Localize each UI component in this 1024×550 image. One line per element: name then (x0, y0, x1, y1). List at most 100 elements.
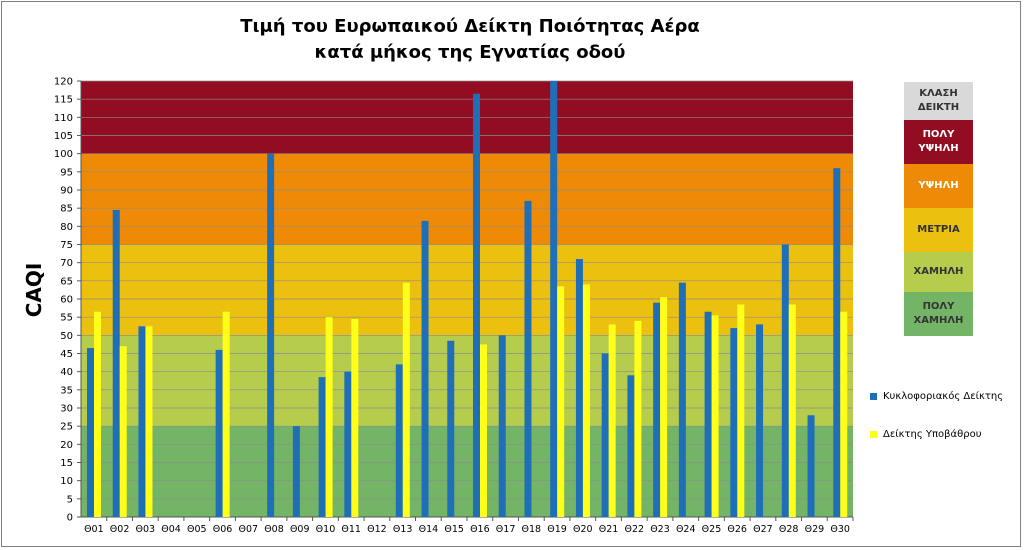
bar-background-Θ10 (325, 317, 333, 517)
x-tick-label: Θ26 (727, 524, 747, 535)
x-tick-label: Θ07 (238, 524, 258, 535)
y-tick-label: 85 (60, 204, 73, 215)
class-legend-item: ΥΨΗΛΗ (904, 164, 973, 208)
bar-background-Θ21 (608, 324, 616, 517)
bar-background-Θ06 (222, 311, 230, 517)
y-tick-label: 0 (67, 513, 73, 524)
x-tick-label: Θ22 (624, 524, 644, 535)
x-tick-label: Θ21 (599, 524, 619, 535)
y-tick-label: 15 (60, 458, 73, 469)
y-tick-label: 50 (60, 331, 73, 342)
x-tick-label: Θ01 (84, 524, 104, 535)
class-legend-line: ΜΕΤΡΙΑ (917, 224, 960, 235)
bar-background-Θ20 (582, 284, 590, 517)
class-legend-item: ΚΛΑΣΗ ΔΕΙΚΤΗ (904, 82, 973, 120)
x-tick-label: Θ25 (702, 524, 722, 535)
y-tick-label: 10 (60, 476, 73, 487)
x-tick-label: Θ27 (753, 524, 773, 535)
chart-title-line-1: Τιμή του Ευρωπαικού Δείκτη Ποιότητας Αέρ… (240, 16, 700, 37)
bar-traffic-Θ22 (627, 375, 635, 517)
bar-background-Θ30 (840, 311, 848, 517)
class-legend-item: ΧΑΜΗΛΗ (904, 252, 973, 292)
bar-traffic-Θ16 (473, 93, 480, 517)
x-tick-label: Θ14 (419, 524, 439, 535)
x-tick-label: Θ17 (496, 524, 516, 535)
y-tick-label: 20 (60, 440, 73, 451)
bar-traffic-Θ02 (112, 209, 120, 517)
bar-background-Θ26 (737, 304, 745, 517)
x-tick-label: Θ20 (573, 524, 593, 535)
y-tick-label: 25 (60, 422, 73, 433)
x-tick-label: Θ06 (213, 524, 233, 535)
class-legend-line: ΧΑΜΗΛΗ (913, 315, 964, 326)
x-tick-label: Θ11 (341, 524, 361, 535)
y-tick-label: 80 (60, 222, 73, 233)
x-tick-label: Θ30 (830, 524, 850, 535)
legend-entry: Δείκτης Υποβάθρου (870, 426, 1003, 442)
class-legend-item: ΜΕΤΡΙΑ (904, 208, 973, 252)
bar-traffic-Θ18 (524, 200, 532, 517)
x-tick-label: Θ16 (470, 524, 490, 535)
x-tick-label: Θ05 (187, 524, 207, 535)
y-tick-label: 115 (54, 95, 73, 106)
class-legend-label: ΠΟΛΥ ΥΨΗΛΗ (918, 128, 958, 156)
x-tick-label: Θ04 (161, 524, 181, 535)
bar-background-Θ01 (94, 311, 101, 517)
class-legend-line: ΥΨΗΛΗ (918, 143, 959, 154)
y-tick-label: 70 (60, 258, 73, 269)
bar-traffic-Θ19 (550, 81, 558, 517)
chart-title-line-2: κατά μήκος της Εγνατίας οδού (314, 42, 626, 63)
bar-traffic-Θ14 (421, 220, 429, 517)
x-tick-label: Θ28 (779, 524, 799, 535)
bar-traffic-Θ10 (318, 377, 326, 517)
y-tick-label: 75 (60, 240, 73, 251)
band-2 (81, 244, 853, 336)
x-tick-label: Θ08 (264, 524, 284, 535)
bar-background-Θ16 (480, 344, 487, 517)
bar-traffic-Θ13 (395, 364, 403, 517)
bar-background-Θ28 (788, 304, 796, 517)
legend-swatch (870, 430, 877, 438)
bar-traffic-Θ24 (678, 282, 686, 517)
class-legend-label: ΥΨΗΛΗ (918, 179, 958, 193)
x-tick-label: Θ12 (367, 524, 387, 535)
bar-traffic-Θ11 (344, 371, 352, 517)
x-tick-label: Θ15 (444, 524, 464, 535)
class-legend-line: ΥΨΗΛΗ (918, 180, 959, 191)
chart-title: Τιμή του Ευρωπαικού Δείκτη Ποιότητας Αέρ… (160, 14, 780, 66)
class-legend-line: ΠΟΛΥ (922, 129, 955, 140)
y-tick-label: 30 (60, 404, 73, 415)
bar-traffic-Θ09 (292, 426, 300, 517)
y-tick-label: 100 (54, 149, 73, 160)
x-tick-label: Θ09 (290, 524, 310, 535)
bar-traffic-Θ15 (447, 340, 455, 517)
legend-entry: Κυκλοφοριακός Δείκτης (870, 388, 1003, 404)
x-tick-label: Θ23 (650, 524, 670, 535)
class-legend-item: ΠΟΛΥ ΥΨΗΛΗ (904, 120, 973, 164)
bar-background-Θ13 (402, 282, 410, 517)
bar-background-Θ19 (557, 286, 565, 517)
y-tick-label: 45 (60, 349, 73, 360)
bar-traffic-Θ20 (575, 259, 583, 517)
bar-traffic-Θ17 (498, 335, 506, 517)
bar-traffic-Θ08 (267, 153, 275, 517)
class-legend-label: ΧΑΜΗΛΗ (914, 265, 964, 279)
legend-label: Δείκτης Υποβάθρου (883, 428, 982, 440)
class-legend-line: ΚΛΑΣΗ (919, 88, 958, 99)
class-legend-line: ΔΕΙΚΤΗ (917, 102, 960, 113)
class-legend-label: ΜΕΤΡΙΑ (917, 223, 959, 237)
class-legend-item: ΠΟΛΥ ΧΑΜΗΛΗ (904, 292, 973, 336)
x-tick-label: Θ10 (316, 524, 336, 535)
class-legend-label: ΠΟΛΥ ΧΑΜΗΛΗ (914, 300, 964, 328)
y-tick-label: 90 (60, 186, 73, 197)
y-tick-label: 65 (60, 276, 73, 287)
bar-traffic-Θ21 (601, 353, 609, 517)
y-tick-label: 120 (54, 77, 73, 88)
bar-background-Θ25 (711, 315, 719, 517)
bar-background-Θ03 (145, 326, 153, 517)
x-tick-label: Θ19 (547, 524, 567, 535)
bar-traffic-Θ29 (807, 415, 815, 517)
bar-traffic-Θ01 (87, 348, 94, 517)
